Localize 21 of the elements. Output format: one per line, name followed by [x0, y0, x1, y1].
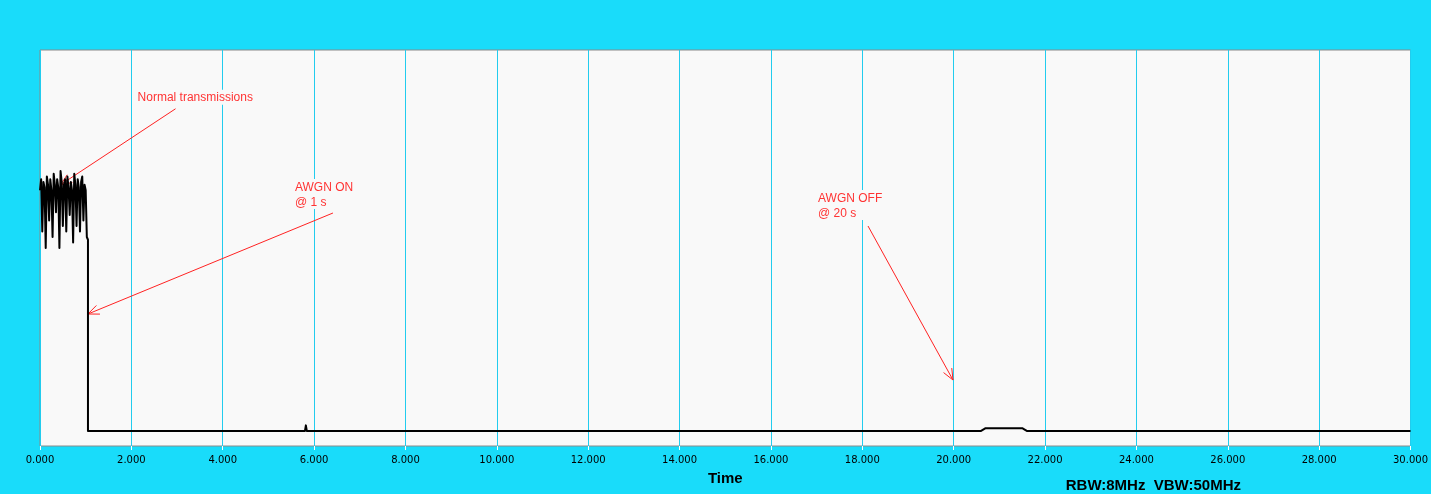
x-tick-label: 6.000: [299, 453, 329, 465]
text: RBW:8MHz VBW:50MHz: [1065, 476, 1242, 493]
annotation: AWGN OFF @ 20 s: [818, 190, 883, 220]
x-tick-label: 2.000: [117, 453, 146, 465]
x-tick-label: 26.000: [1210, 453, 1246, 465]
x-tick-label: 10.000: [479, 453, 515, 465]
annotation: AWGN ON @ 1 s: [294, 179, 354, 209]
annotation: Normal transmissions: [137, 90, 253, 105]
x-tick-label: 18.000: [844, 453, 880, 465]
x-tick-label: 20.000: [936, 453, 972, 465]
x-tick-label: 16.000: [753, 453, 789, 465]
x-tick-label: 8.000: [391, 453, 420, 465]
x-tick-label: 12.000: [570, 453, 606, 465]
x-tick-label: 22.000: [1027, 453, 1063, 465]
x-tick-label: 28.000: [1301, 453, 1337, 465]
x-tick-label: 4.000: [208, 453, 238, 465]
x-tick-label: 24.000: [1118, 453, 1154, 465]
x-tick-label: 0.000: [25, 453, 55, 465]
x-axis-title: Time: [707, 469, 743, 486]
x-tick-label: 30.000: [1393, 453, 1428, 465]
x-tick-label: 14.000: [662, 453, 698, 465]
